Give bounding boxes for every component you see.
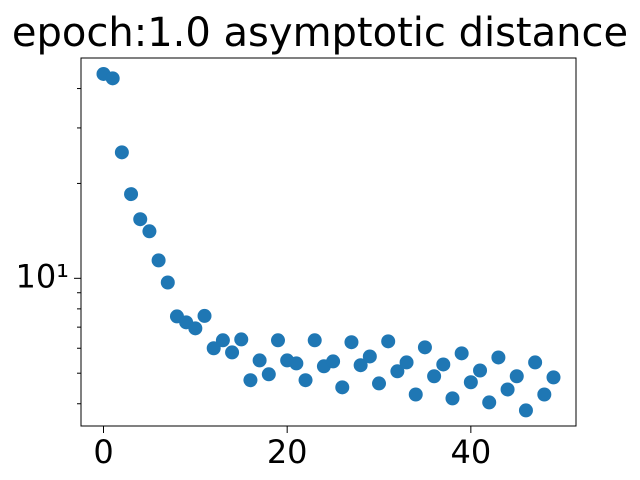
point (234, 332, 249, 347)
point (473, 363, 488, 378)
point (427, 369, 442, 384)
x-tick-label: 0 (93, 433, 113, 471)
point (344, 335, 359, 350)
point (445, 391, 460, 406)
point (215, 333, 230, 348)
point (454, 346, 469, 361)
plot-frame (80, 57, 577, 427)
point (261, 367, 276, 382)
point (335, 380, 350, 395)
point (326, 354, 341, 369)
point (500, 382, 515, 397)
chart-title: epoch:1.0 asymptotic distance (12, 10, 628, 56)
point (197, 308, 212, 323)
point (436, 357, 451, 372)
point (399, 355, 414, 370)
point (390, 364, 405, 379)
x-tick-label: 40 (450, 433, 491, 471)
y-tick-label: 10¹ (15, 257, 69, 295)
x-tick-label: 20 (267, 433, 308, 471)
point (528, 355, 543, 370)
point (270, 333, 285, 348)
point (151, 253, 166, 268)
point (298, 373, 313, 388)
point (188, 321, 203, 336)
point (381, 334, 396, 349)
point (289, 356, 304, 371)
point (105, 71, 120, 86)
point (372, 376, 387, 391)
point (114, 145, 129, 160)
point (408, 387, 423, 402)
point (463, 375, 478, 390)
point (546, 370, 561, 385)
point (124, 187, 139, 202)
point (225, 345, 240, 360)
point (353, 358, 368, 373)
point (252, 353, 267, 368)
point (491, 350, 506, 365)
point (206, 341, 221, 356)
point (417, 340, 432, 355)
point (362, 349, 377, 364)
point (243, 373, 258, 388)
point (133, 212, 148, 227)
point (509, 369, 524, 384)
point (482, 395, 497, 410)
point (160, 275, 175, 290)
point (537, 387, 552, 402)
point (518, 403, 533, 418)
point (142, 224, 157, 239)
point (307, 333, 322, 348)
